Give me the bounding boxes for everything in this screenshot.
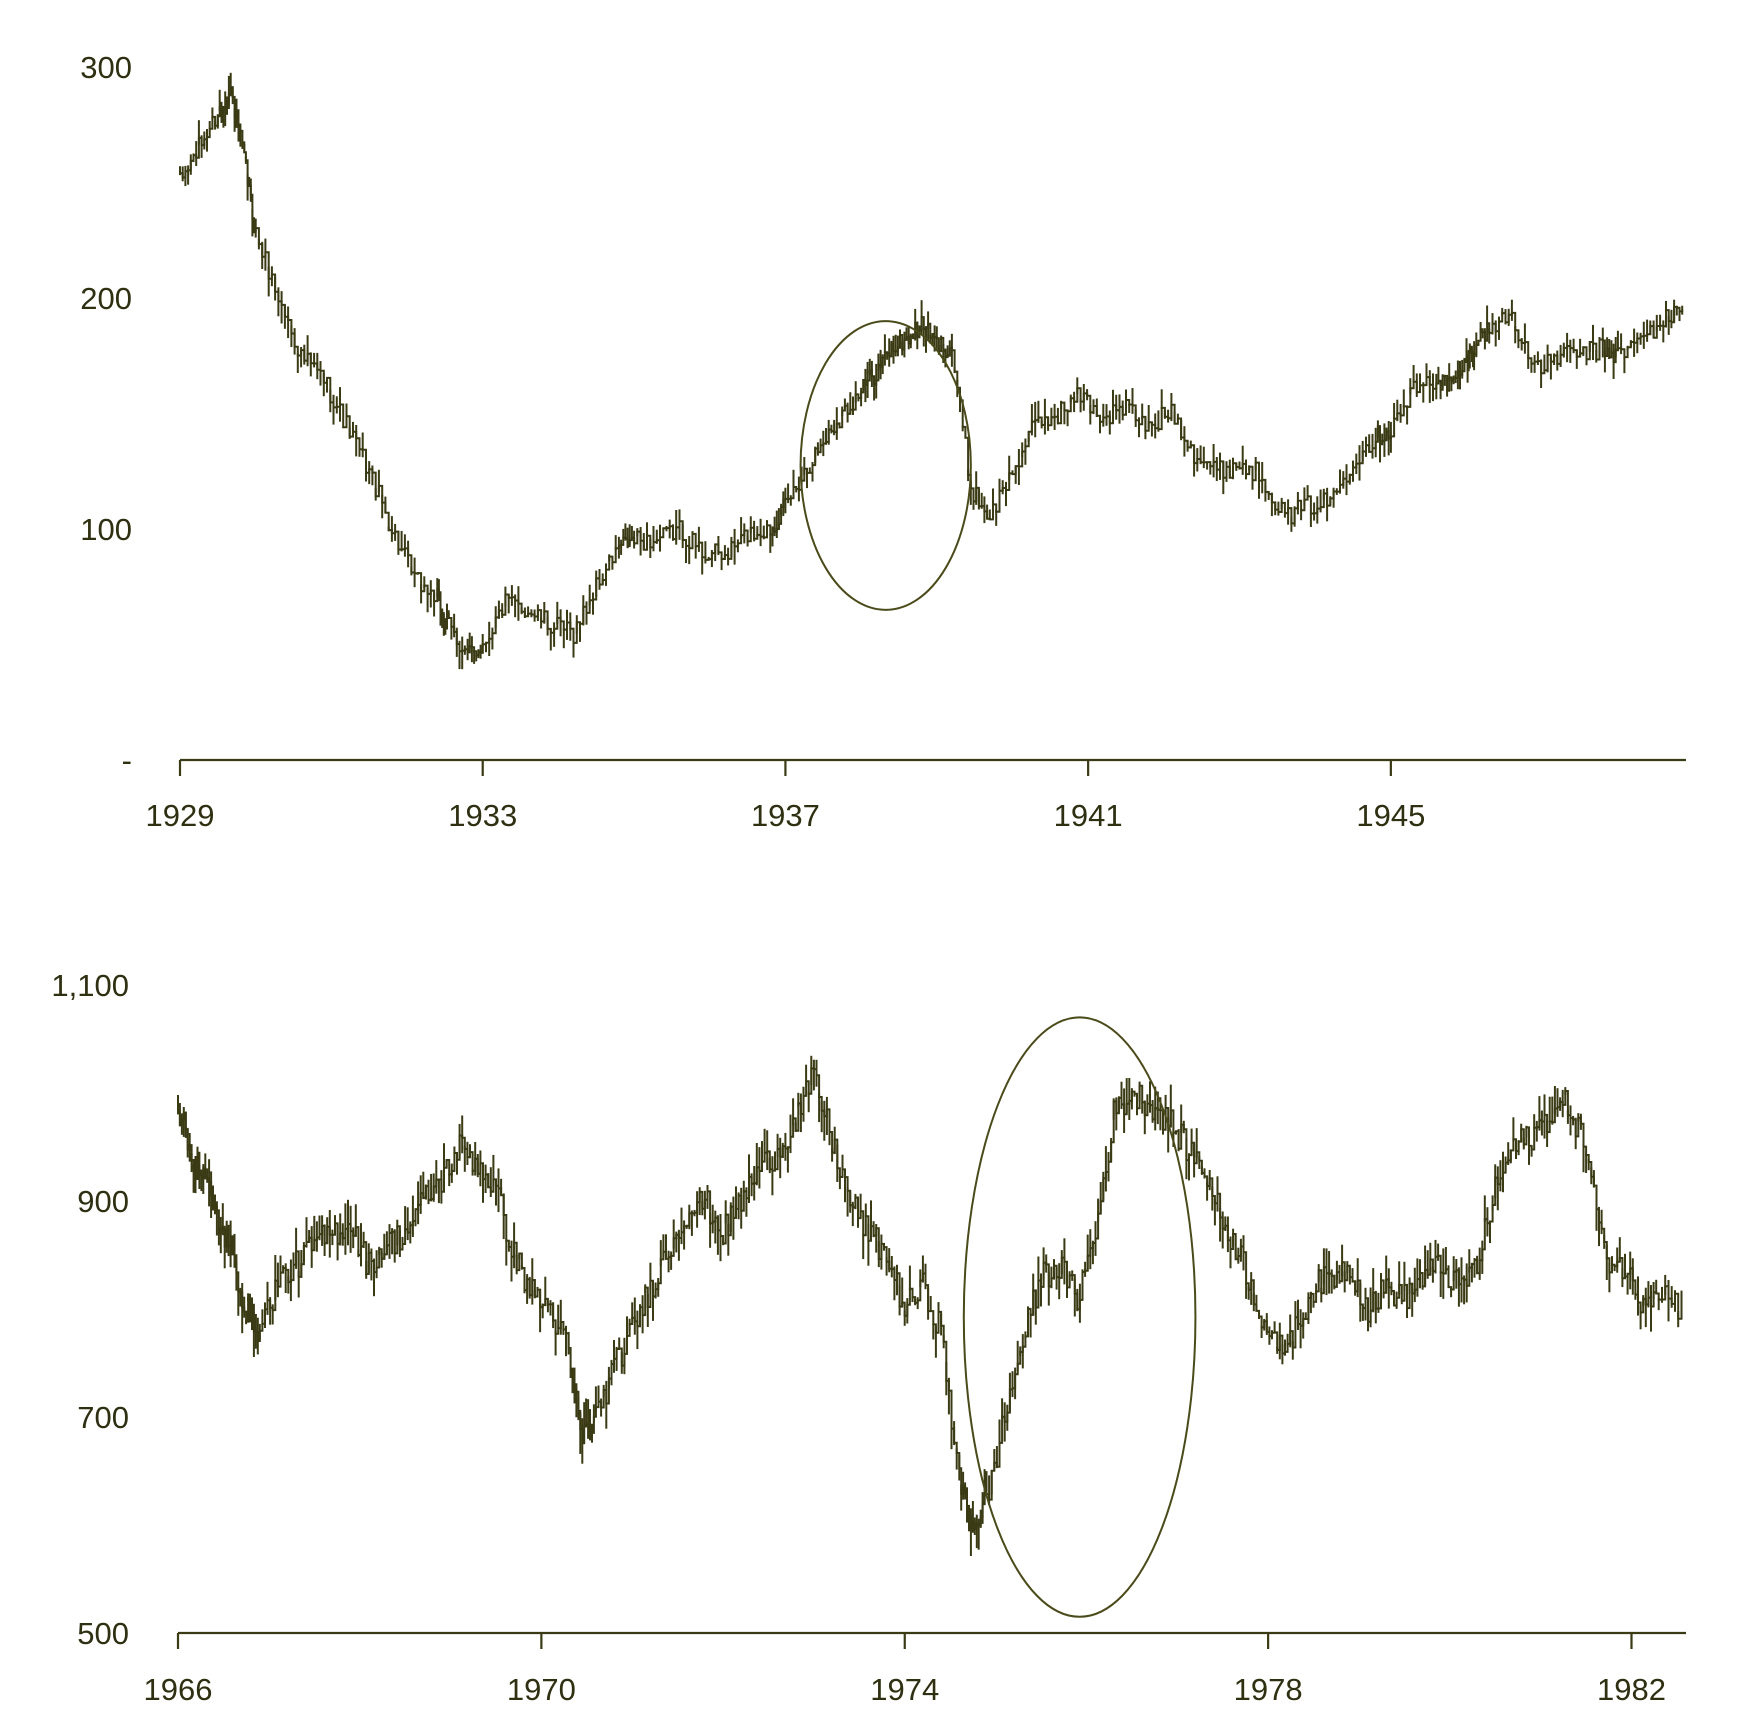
x-tick-label: 1974 — [870, 1672, 939, 1707]
highlight-ellipse — [799, 320, 972, 611]
x-tick-label: 1937 — [751, 798, 820, 833]
y-tick-label: 500 — [77, 1616, 129, 1651]
highlight-ellipse — [962, 1016, 1197, 1618]
x-tick-label: 1941 — [1054, 798, 1123, 833]
price-series — [177, 1055, 1683, 1556]
x-tick-label: 1970 — [507, 1672, 576, 1707]
y-tick-label: 200 — [80, 281, 132, 316]
chart-panel-1966-1982: 1966 1970 1974 1978 1982 500 700 900 1,100 — [51, 968, 1686, 1707]
x-tick-label: 1933 — [448, 798, 517, 833]
y-tick-label: 300 — [80, 50, 132, 85]
x-tick-label: 1945 — [1356, 798, 1425, 833]
price-close-line — [178, 1067, 1683, 1531]
x-tick-label: 1978 — [1234, 1672, 1303, 1707]
y-tick-label: 700 — [77, 1400, 129, 1435]
x-tick-label: 1929 — [146, 798, 215, 833]
chart-panel-1929-1948: 1929 1933 1937 1941 1945 - 100 200 300 — [80, 50, 1686, 833]
price-close-line — [180, 86, 1684, 657]
y-tick-label: 100 — [80, 512, 132, 547]
y-tick-label: 900 — [77, 1184, 129, 1219]
x-tick-label: 1982 — [1597, 1672, 1666, 1707]
price-series — [179, 72, 1684, 670]
y-tick-label: - — [122, 743, 132, 778]
y-tick-label: 1,100 — [51, 968, 129, 1003]
x-tick-label: 1966 — [144, 1672, 213, 1707]
